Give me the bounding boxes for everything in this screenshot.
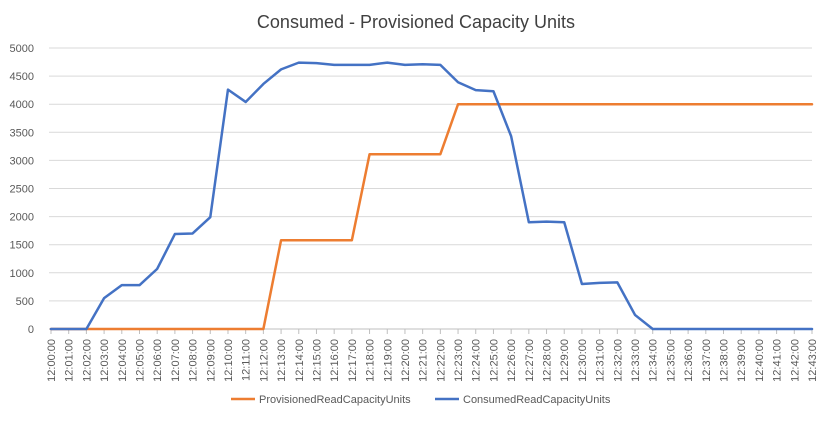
x-tick-label: 12:20:00 [400,339,412,382]
y-axis-tick-labels: 0 500 1000 1500 2000 2500 3000 3500 4000 4500 5000 [10,43,34,336]
x-tick-label: 12:02:00 [81,339,93,382]
y-tick-label: 2000 [10,212,34,224]
series-lines [49,61,814,331]
x-tick-label: 12:37:00 [701,339,713,382]
x-tick-label: 12:21:00 [418,339,430,382]
x-tick-label: 12:30:00 [577,339,589,382]
x-tick-label: 12:05:00 [134,339,146,382]
x-tick-label: 12:22:00 [435,339,447,382]
series-line-0 [49,102,814,331]
x-tick-label: 12:01:00 [64,339,76,382]
x-axis-tick-labels: 12:00:00 12:01:00 12:02:00 12:03:00 12:04:00… [46,329,819,382]
legend-label: ConsumedReadCapacityUnits [463,394,611,406]
x-tick-label: 12:39:00 [736,339,748,382]
y-tick-label: 4000 [10,99,34,111]
y-tick-label: 0 [28,324,34,336]
y-tick-label: 5000 [10,43,34,55]
x-tick-label: 12:06:00 [152,339,164,382]
y-tick-label: 1500 [10,240,34,252]
x-tick-label: 12:18:00 [365,339,377,382]
x-tick-label: 12:23:00 [453,339,465,382]
x-tick-label: 12:34:00 [648,339,660,382]
x-tick-label: 12:32:00 [612,339,624,382]
x-tick-label: 12:40:00 [754,339,766,382]
x-tick-label: 12:26:00 [506,339,518,382]
x-tick-label: 12:41:00 [772,339,784,382]
x-tick-label: 12:19:00 [382,339,394,382]
x-tick-label: 12:28:00 [542,339,554,382]
x-tick-label: 12:09:00 [205,339,217,382]
x-tick-label: 12:07:00 [170,339,182,382]
x-tick-label: 12:15:00 [311,339,323,382]
x-tick-label: 12:33:00 [630,339,642,382]
chart-title: Consumed - Provisioned Capacity Units [257,12,575,32]
x-tick-label: 12:31:00 [595,339,607,382]
x-tick-label: 12:17:00 [347,339,359,382]
y-tick-label: 3000 [10,155,34,167]
x-tick-label: 12:13:00 [276,339,288,382]
x-tick-label: 12:35:00 [665,339,677,382]
legend-label: ProvisionedReadCapacityUnits [259,394,411,406]
x-tick-label: 12:03:00 [99,339,111,382]
x-tick-label: 12:25:00 [488,339,500,382]
x-tick-label: 12:12:00 [258,339,270,382]
x-tick-label: 12:14:00 [294,339,306,382]
x-tick-label: 12:36:00 [683,339,695,382]
x-tick-label: 12:16:00 [329,339,341,382]
y-tick-label: 500 [16,296,34,308]
y-tick-label: 3500 [10,127,34,139]
x-tick-label: 12:42:00 [789,339,801,382]
x-tick-label: 12:08:00 [188,339,200,382]
x-tick-label: 12:24:00 [471,339,483,382]
x-tick-label: 12:04:00 [117,339,129,382]
x-tick-label: 12:43:00 [807,339,819,382]
y-tick-label: 2500 [10,184,34,196]
y-tick-label: 1000 [10,268,34,280]
legend: ProvisionedReadCapacityUnits ConsumedRead… [231,394,611,406]
y-tick-label: 4500 [10,71,34,83]
x-tick-label: 12:00:00 [46,339,58,382]
x-tick-label: 12:27:00 [524,339,536,382]
series-line-1 [49,61,814,331]
x-tick-label: 12:38:00 [719,339,731,382]
x-tick-label: 12:29:00 [559,339,571,382]
x-tick-label: 12:10:00 [223,339,235,382]
x-tick-label: 12:11:00 [241,339,253,381]
gridlines [49,47,812,330]
